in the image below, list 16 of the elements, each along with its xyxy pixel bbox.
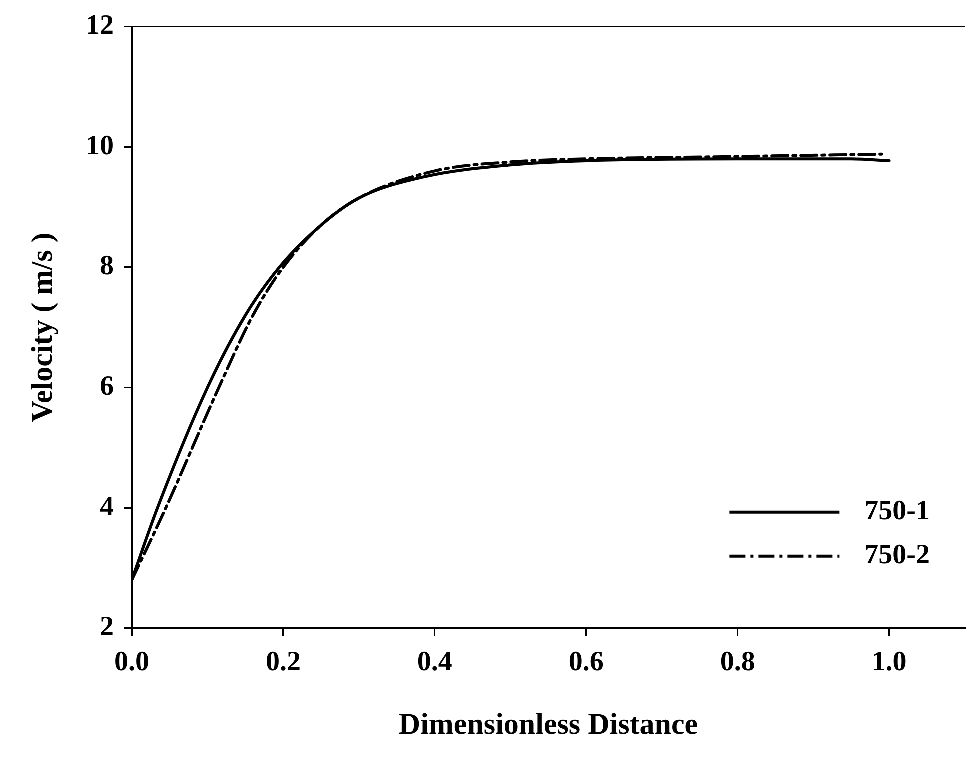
- x-tick-label: 0.0: [114, 646, 150, 678]
- y-tick-label: 2: [100, 612, 114, 643]
- y-tick-label: 10: [86, 130, 114, 162]
- legend-label: 750-1: [864, 496, 930, 527]
- x-tick-label: 0.4: [417, 646, 452, 678]
- y-tick-label: 4: [100, 491, 114, 522]
- y-tick-label: 8: [100, 250, 114, 282]
- y-tick-label: 6: [100, 370, 114, 402]
- x-tick-label: 0.2: [266, 646, 301, 678]
- y-tick-label: 12: [86, 10, 114, 42]
- y-axis-title: Velocity ( m/s ): [26, 232, 59, 422]
- x-tick-label: 1.0: [872, 646, 907, 678]
- x-axis-title: Dimensionless Distance: [398, 708, 698, 741]
- x-tick-label: 0.6: [568, 646, 604, 678]
- x-tick-label: 0.8: [720, 646, 756, 678]
- legend-label: 750-2: [864, 540, 930, 571]
